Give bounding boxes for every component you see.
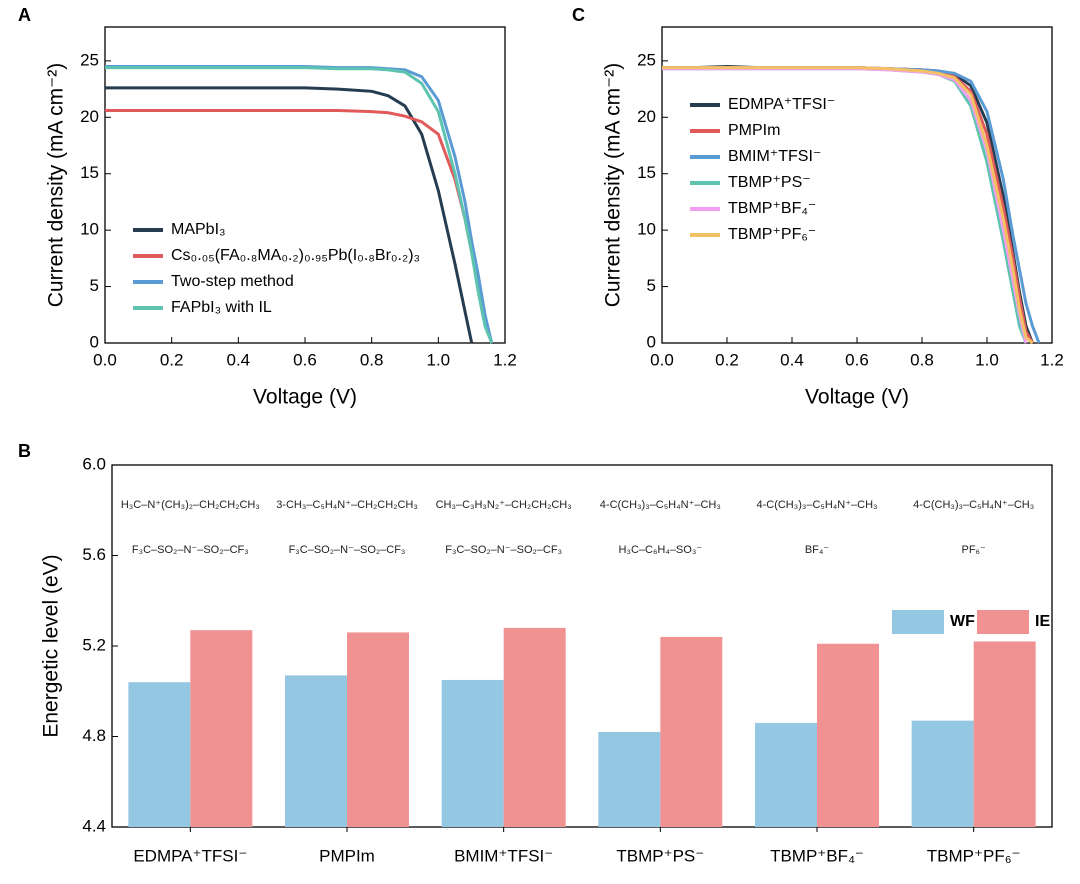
x-tick-label: EDMPA⁺TFSI⁻ xyxy=(133,846,247,865)
y-tick-label: 10 xyxy=(80,220,99,239)
bar xyxy=(660,636,723,827)
bar xyxy=(190,630,253,827)
y-tick-label: 0 xyxy=(647,332,656,351)
legend-label: TBMP⁺PF₆⁻ xyxy=(728,226,816,243)
structure-label: 3-CH₃–C₅H₄N⁺–CH₂CH₂CH₃ xyxy=(276,499,418,511)
x-tick-label: 0.6 xyxy=(293,350,317,369)
legend-label: BMIM⁺TFSI⁻ xyxy=(728,148,821,165)
bar xyxy=(441,679,504,827)
structure-label: F₃C–SO₂–N⁻–SO₂–CF₃ xyxy=(445,544,562,556)
panel-label: B xyxy=(18,441,31,461)
y-tick-label: 25 xyxy=(80,50,99,69)
y-tick-label: 5 xyxy=(90,276,99,295)
bar xyxy=(755,722,817,827)
y-axis-title: Current density (mA cm⁻²) xyxy=(45,63,68,307)
x-tick-label: 0.0 xyxy=(650,350,674,369)
structure-label: CH₃–C₃H₃N₂⁺–CH₂CH₂CH₃ xyxy=(436,499,572,511)
y-tick-label: 20 xyxy=(80,107,99,126)
bar xyxy=(973,641,1036,827)
legend-swatch xyxy=(977,610,1029,634)
bar xyxy=(128,682,191,827)
x-tick-label: TBMP⁺PS⁻ xyxy=(616,846,704,865)
x-tick-label: 0.2 xyxy=(160,350,184,369)
legend-label: TBMP⁺PS⁻ xyxy=(728,174,811,191)
x-axis-title: Voltage (V) xyxy=(805,386,909,409)
x-tick-label: 0.8 xyxy=(910,350,934,369)
jv-curve xyxy=(105,109,494,344)
y-tick-label: 6.0 xyxy=(82,454,106,473)
x-tick-label: 1.0 xyxy=(427,350,451,369)
y-tick-label: 5.6 xyxy=(82,545,106,564)
structure-label: PF₆⁻ xyxy=(962,544,986,556)
jv-curve xyxy=(105,65,494,344)
x-tick-label: 0.4 xyxy=(780,350,804,369)
bar xyxy=(285,675,347,827)
plot-frame xyxy=(104,26,506,344)
bar xyxy=(347,632,409,827)
legend-label: IE xyxy=(1035,613,1050,630)
y-tick-label: 4.8 xyxy=(82,726,106,745)
y-tick-label: 5.2 xyxy=(82,635,106,654)
legend-label: PMPIm xyxy=(728,122,780,139)
y-tick-label: 0 xyxy=(90,332,99,351)
jv-curve xyxy=(662,66,1034,345)
legend-label: MAPbI₃ xyxy=(171,221,226,238)
structure-label: F₃C–SO₂–N⁻–SO₂–CF₃ xyxy=(289,544,406,556)
x-tick-label: TBMP⁺BF₄⁻ xyxy=(770,846,864,865)
legend-swatch xyxy=(892,610,944,634)
y-tick-label: 20 xyxy=(637,107,656,126)
legend-label: Two-step method xyxy=(171,273,294,290)
x-tick-label: 0.4 xyxy=(227,350,251,369)
bar xyxy=(503,627,566,827)
panel-label: C xyxy=(572,5,585,25)
y-tick-label: 15 xyxy=(637,163,656,182)
y-tick-label: 25 xyxy=(637,50,656,69)
y-tick-label: 4.4 xyxy=(82,816,106,835)
jv-curve xyxy=(105,66,494,344)
panel-label: A xyxy=(18,5,31,25)
jv-curve xyxy=(662,66,1034,344)
structure-label: 4-C(CH₃)₃–C₅H₄N⁺–CH₃ xyxy=(913,499,1034,511)
plot-frame xyxy=(111,464,1053,828)
x-tick-label: 0.8 xyxy=(360,350,384,369)
jv-curve xyxy=(662,67,1028,344)
structure-label: 4-C(CH₃)₃–C₅H₄N⁺–CH₃ xyxy=(756,499,877,511)
x-tick-label: 1.0 xyxy=(975,350,999,369)
y-axis-title: Current density (mA cm⁻²) xyxy=(602,63,625,307)
x-tick-label: PMPIm xyxy=(319,846,375,865)
jv-curve xyxy=(105,86,474,344)
x-tick-label: 0.2 xyxy=(715,350,739,369)
x-tick-label: 1.2 xyxy=(493,350,517,369)
bar xyxy=(598,731,661,827)
legend-label: TBMP⁺BF₄⁻ xyxy=(728,200,816,217)
structure-label: H₃C–C₆H₄–SO₃⁻ xyxy=(619,544,703,556)
legend-label: Cs₀.₀₅(FA₀.₈MA₀.₂)₀.₉₅Pb(I₀.₈Br₀.₂)₃ xyxy=(171,247,420,264)
legend-label: EDMPA⁺TFSI⁻ xyxy=(728,96,835,113)
y-tick-label: 5 xyxy=(647,276,656,295)
y-axis-title: Energetic level (eV) xyxy=(40,554,63,737)
y-tick-label: 15 xyxy=(80,163,99,182)
structure-label: F₃C–SO₂–N⁻–SO₂–CF₃ xyxy=(132,544,249,556)
x-tick-label: BMIM⁺TFSI⁻ xyxy=(454,846,553,865)
legend-label: WF xyxy=(950,613,975,630)
bar xyxy=(817,643,879,827)
legend-label: FAPbI₃ with IL xyxy=(171,299,272,316)
structure-label: BF₄⁻ xyxy=(805,544,830,556)
bar xyxy=(911,720,974,827)
x-tick-label: TBMP⁺PF₆⁻ xyxy=(927,846,1021,865)
y-tick-label: 10 xyxy=(637,220,656,239)
x-tick-label: 0.6 xyxy=(845,350,869,369)
x-axis-title: Voltage (V) xyxy=(253,386,357,409)
x-tick-label: 1.2 xyxy=(1040,350,1064,369)
structure-label: H₃C–N⁺(CH₃)₂–CH₂CH₂CH₃ xyxy=(121,499,260,511)
x-tick-label: 0.0 xyxy=(93,350,117,369)
structure-label: 4-C(CH₃)₃–C₅H₄N⁺–CH₃ xyxy=(600,499,721,511)
